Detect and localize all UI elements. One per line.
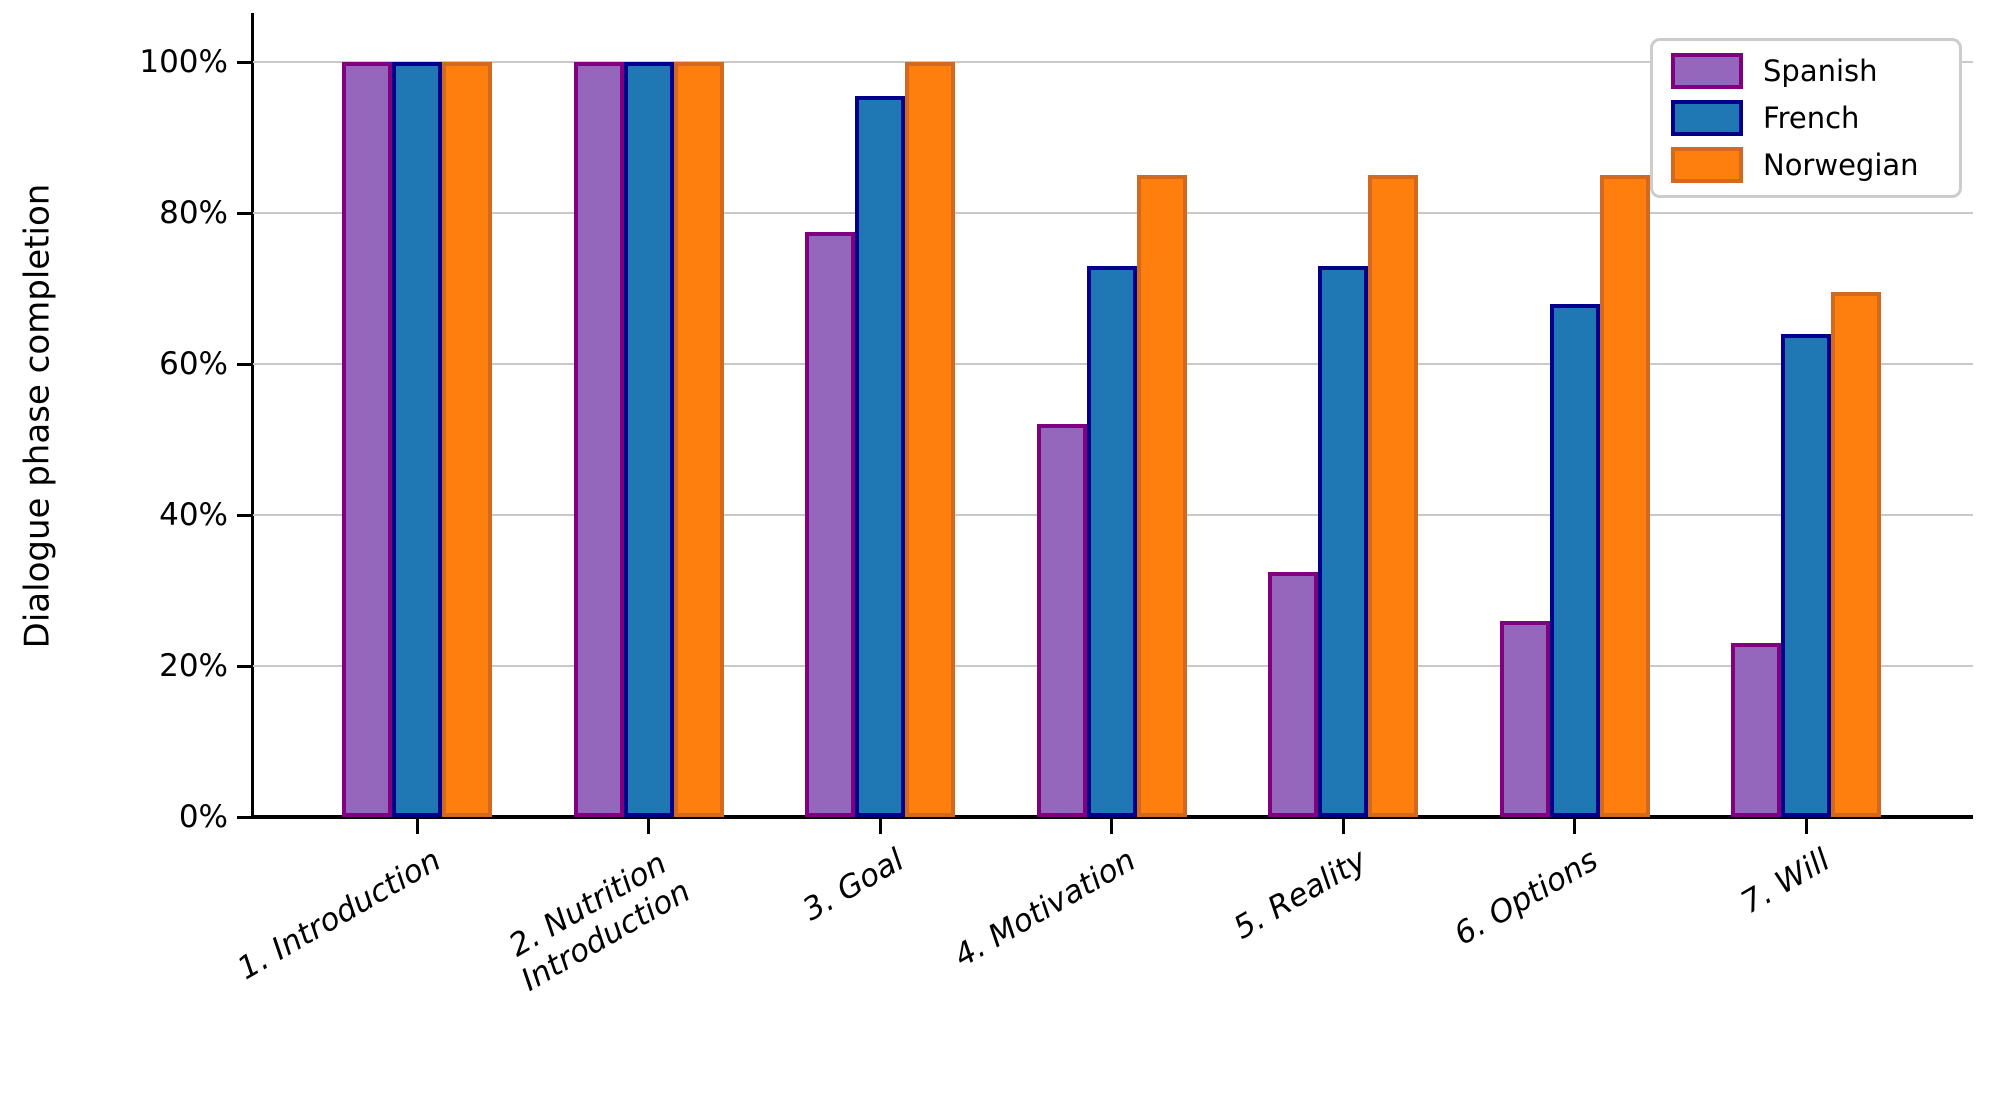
bar-french-3 — [855, 96, 905, 817]
bar-norwegian-1 — [442, 62, 492, 817]
legend-swatch-french — [1671, 100, 1743, 136]
bar-norwegian-4 — [1136, 175, 1187, 817]
x-tick-label-2: 2. Nutrition Introduction — [503, 845, 697, 999]
bar-spanish-4 — [1036, 424, 1087, 817]
x-tick-label-6: 6. Options — [1448, 842, 1605, 953]
bar-spanish-6 — [1499, 621, 1550, 817]
legend-item-spanish: Spanish — [1671, 53, 1941, 89]
x-tick-label-4: 4. Motivation — [948, 842, 1142, 975]
y-tick-0 — [237, 815, 253, 819]
y-axis-label-wrap: Dialogue phase completion — [0, 15, 74, 817]
y-tick-label-80: 80% — [159, 195, 228, 231]
bar-french-7 — [1781, 334, 1831, 817]
bar-norwegian-6 — [1599, 175, 1650, 817]
x-tick-2 — [647, 819, 650, 834]
bar-spanish-1 — [342, 62, 392, 817]
bar-norwegian-2 — [673, 62, 724, 817]
y-axis-label: Dialogue phase completion — [17, 183, 58, 649]
x-tick-7 — [1804, 819, 1808, 834]
y-tick-label-60: 60% — [159, 346, 228, 382]
legend-label-french: French — [1763, 101, 1860, 135]
y-tick-label-40: 40% — [159, 497, 228, 533]
legend-swatch-spanish — [1671, 53, 1743, 89]
x-tick-label-3: 3. Goal — [796, 842, 910, 929]
x-tick-6 — [1573, 819, 1576, 834]
x-tick-label-7: 7. Will — [1734, 842, 1836, 922]
gridline-80pct — [253, 212, 1973, 214]
y-tick-label-0: 0% — [178, 799, 228, 835]
y-axis-spine — [251, 13, 254, 819]
x-tick-1 — [415, 819, 419, 834]
y-tick-40 — [237, 513, 253, 517]
bar-french-1 — [392, 62, 442, 817]
x-tick-label-5: 5. Reality — [1227, 842, 1373, 947]
y-tick-label-100: 100% — [139, 44, 228, 80]
bar-spanish-7 — [1731, 643, 1781, 817]
legend-label-norwegian: Norwegian — [1763, 148, 1919, 182]
bar-spanish-3 — [805, 232, 855, 817]
legend: Spanish French Norwegian — [1650, 38, 1962, 198]
legend-item-french: French — [1671, 100, 1941, 136]
legend-label-spanish: Spanish — [1763, 54, 1878, 88]
y-tick-label-20: 20% — [159, 648, 228, 684]
bar-spanish-2 — [573, 62, 624, 817]
bar-french-6 — [1549, 304, 1600, 817]
x-tick-label-1: 1. Introduction — [231, 842, 447, 988]
x-tick-3 — [878, 819, 882, 834]
bar-norwegian-3 — [905, 62, 955, 817]
bar-french-4 — [1086, 266, 1137, 817]
gridline-100pct — [253, 61, 1973, 63]
bar-french-5 — [1318, 266, 1368, 817]
x-axis-spine — [251, 815, 1973, 819]
y-tick-100 — [237, 60, 253, 64]
legend-swatch-norwegian — [1671, 147, 1743, 183]
bar-spanish-5 — [1268, 572, 1318, 817]
y-tick-60 — [237, 362, 253, 366]
bar-french-2 — [623, 62, 674, 817]
x-tick-5 — [1341, 819, 1345, 834]
x-tick-4 — [1110, 819, 1113, 834]
y-tick-20 — [237, 664, 253, 668]
legend-item-norwegian: Norwegian — [1671, 147, 1941, 183]
bar-norwegian-7 — [1831, 292, 1881, 817]
bar-norwegian-5 — [1368, 175, 1418, 817]
y-tick-80 — [237, 211, 253, 215]
